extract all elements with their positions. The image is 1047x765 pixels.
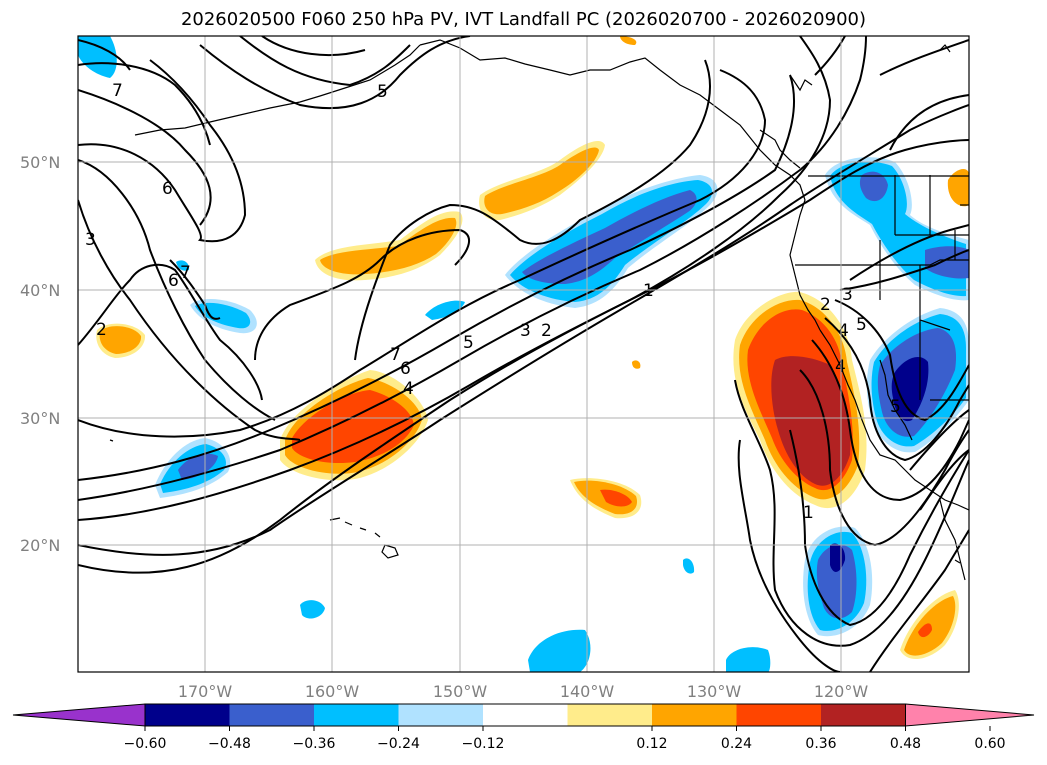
colorbar-swatch	[652, 704, 737, 726]
colorbar-tick-label: 0.48	[890, 736, 921, 752]
lat-label: 20°N	[20, 536, 60, 555]
positive-anomaly-coast	[733, 291, 867, 509]
colorbar-swatch	[483, 704, 568, 726]
lat-label: 40°N	[20, 281, 60, 300]
contour-label: 4	[838, 321, 849, 341]
colorbar-extend-min	[12, 703, 146, 727]
colorbar-ticks: −0.60 −0.48 −0.36 −0.24 −0.12 0.12 0.24 0.36 0.4…	[124, 726, 1006, 752]
pv-contours	[78, 36, 969, 672]
lon-label: 120°W	[814, 682, 869, 701]
colorbar-swatch	[314, 704, 399, 726]
map-panel: 7 5 6 3 7 6 2 7 6 5 4 3 2 1 2 3 4 5 4 5	[77, 35, 970, 673]
latitude-labels: 50°N 40°N 30°N 20°N	[20, 153, 60, 555]
contour-label: 2	[96, 320, 107, 340]
contour-label: 1	[803, 503, 814, 523]
contour-label: 2	[820, 295, 831, 315]
contour-label: 3	[85, 230, 96, 250]
lon-label: 150°W	[433, 682, 488, 701]
colorbar-tick-label: −0.60	[124, 736, 167, 752]
colorbar-tick-label: −0.12	[462, 736, 505, 752]
contour-label: 6	[162, 179, 173, 199]
colorbar-tick-label: −0.48	[208, 736, 251, 752]
colorbar: −0.60 −0.48 −0.36 −0.24 −0.12 0.12 0.24 0.36 0.4…	[12, 703, 1035, 752]
colorbar-tick-label: −0.36	[293, 736, 336, 752]
contour-label: 3	[842, 285, 853, 305]
contour-label: 6	[400, 359, 411, 379]
colorbar-tick-label: −0.24	[377, 736, 420, 752]
colorbar-tick-label: 0.12	[636, 736, 667, 752]
gridlines	[78, 36, 969, 672]
negative-anomaly-jet-entrance	[505, 175, 718, 308]
contour-label: 5	[463, 333, 474, 353]
filled-anomaly-layer: 7 5 6 3 7 6 2 7 6 5 4 3 2 1 2 3 4 5 4 5	[78, 36, 969, 672]
colorbar-frame	[144, 703, 906, 727]
colorbar-tick-label: 0.60	[974, 736, 1005, 752]
colorbar-swatch	[736, 704, 822, 726]
chart-title: 2026020500 F060 250 hPa PV, IVT Landfall…	[180, 9, 867, 30]
lon-label: 170°W	[178, 682, 233, 701]
colorbar-extend-max	[905, 703, 1035, 727]
colorbar-swatch	[821, 704, 906, 726]
contour-label: 5	[890, 397, 901, 417]
contour-label: 7	[112, 81, 123, 101]
lon-label: 140°W	[560, 682, 615, 701]
contour-label: 5	[856, 315, 867, 335]
colorbar-swatches	[12, 703, 1035, 727]
colorbar-tick-label: 0.36	[805, 736, 836, 752]
contour-label: 4	[403, 379, 414, 399]
contour-label: 2	[541, 321, 552, 341]
colorbar-swatch	[145, 704, 230, 726]
colorbar-swatch	[229, 704, 315, 726]
contour-label: 6	[168, 271, 179, 291]
colorbar-swatch	[567, 704, 653, 726]
lon-label: 130°W	[687, 682, 742, 701]
colorbar-tick-label: 0.24	[721, 736, 752, 752]
contour-labels: 7 5 6 3 7 6 2 7 6 5 4 3 2 1 2 3 4 5 4 5	[85, 81, 901, 523]
longitude-labels: 170°W 160°W 150°W 140°W 130°W 120°W	[178, 682, 869, 701]
contour-label: 7	[180, 263, 191, 283]
coastlines	[109, 39, 969, 581]
contour-label: 3	[520, 321, 531, 341]
contour-label: 1	[643, 281, 654, 301]
colorbar-swatch	[398, 704, 484, 726]
negative-anomaly-southwest-us	[866, 308, 969, 453]
lat-label: 30°N	[20, 409, 60, 428]
contour-label: 7	[390, 345, 401, 365]
lat-label: 50°N	[20, 153, 60, 172]
contour-label: 5	[377, 82, 388, 102]
map-frame	[77, 35, 970, 673]
lon-label: 160°W	[305, 682, 360, 701]
